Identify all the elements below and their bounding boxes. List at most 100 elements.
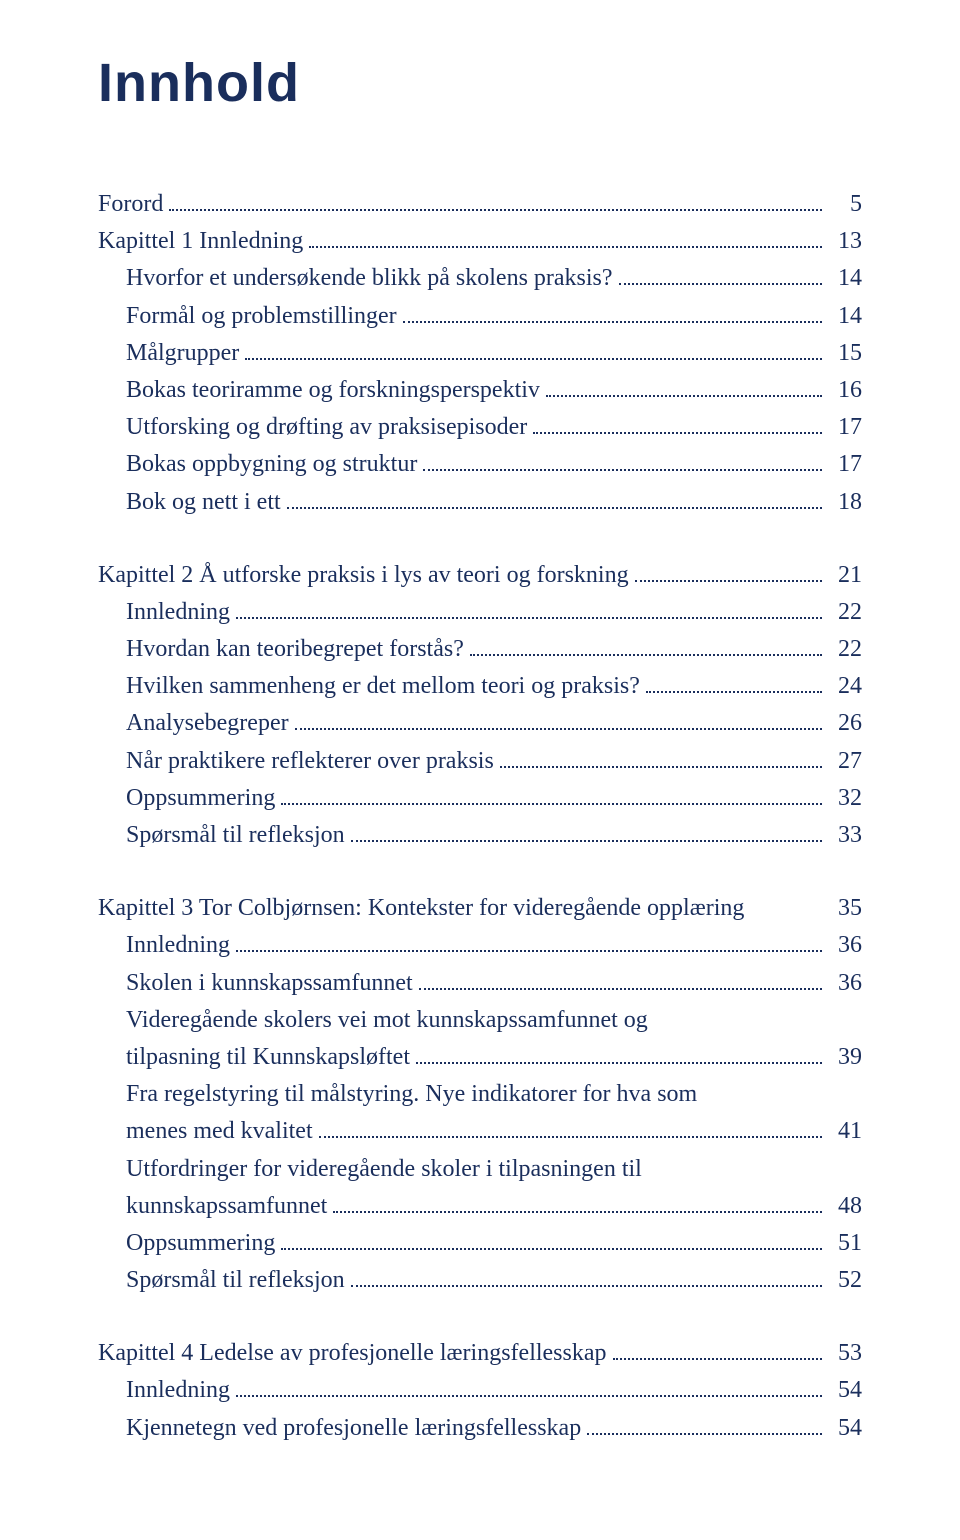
toc-label: Analysebegreper — [126, 705, 289, 742]
toc-leader — [236, 1373, 822, 1397]
toc-page-number: 22 — [828, 594, 862, 631]
toc-label: Innledning — [126, 1372, 230, 1409]
toc-entry: Målgrupper 15 — [98, 335, 862, 372]
toc-page-number: 15 — [828, 335, 862, 372]
toc-label: Utforsking og drøfting av praksisepisode… — [126, 409, 527, 446]
toc-label: Formål og problemstillinger — [126, 298, 397, 335]
toc-label: Bokas oppbygning og struktur — [126, 446, 417, 483]
toc-entry: tilpasning til Kunnskapsløftet39 — [98, 1039, 862, 1076]
toc-label: Hvordan kan teoribegrepet forstås? — [126, 631, 464, 668]
toc-leader — [646, 669, 822, 693]
toc-page-number: 17 — [828, 409, 862, 446]
toc-label: Kapittel 2 Å utforske praksis i lys av t… — [98, 557, 629, 594]
page-title: Innhold — [98, 52, 862, 114]
toc-label: Når praktikere reflekterer over praksis — [126, 743, 494, 780]
toc-entry: Forord 5 — [98, 186, 862, 223]
toc-page-number: 52 — [828, 1262, 862, 1299]
toc-leader — [245, 336, 822, 360]
toc-entry: Skolen i kunnskapssamfunnet 36 — [98, 965, 862, 1002]
toc-leader — [587, 1411, 822, 1435]
toc-entry: Kjennetegn ved profesjonelle læringsfell… — [98, 1410, 862, 1447]
toc-label: Spørsmål til refleksjon — [126, 817, 345, 854]
toc-page-number: 24 — [828, 668, 862, 705]
toc-entry: Kapittel 4 Ledelse av profesjonelle læri… — [98, 1335, 862, 1372]
toc-entry: Innledning 36 — [98, 927, 862, 964]
toc-leader — [500, 744, 822, 768]
toc-leader — [423, 447, 822, 471]
toc-page-number: 22 — [828, 631, 862, 668]
toc-page-number: 32 — [828, 780, 862, 817]
toc-label: Målgrupper — [126, 335, 239, 372]
toc-entry: Spørsmål til refleksjon 52 — [98, 1262, 862, 1299]
toc-entry: Bokas teoriramme og forskningsperspektiv… — [98, 372, 862, 409]
toc-leader — [287, 485, 822, 509]
toc-page-number: 41 — [828, 1113, 862, 1150]
toc-page-number: 17 — [828, 446, 862, 483]
toc-page-number: 13 — [828, 223, 862, 260]
toc-label: Oppsummering — [126, 780, 275, 817]
toc-label: Kapittel 4 Ledelse av profesjonelle læri… — [98, 1335, 607, 1372]
toc-label: Hvorfor et undersøkende blikk på skolens… — [126, 260, 613, 297]
toc-group: Forord 5 Kapittel 1 Innledning 13 Hvorfor et… — [98, 186, 862, 521]
toc-page-number: 16 — [828, 372, 862, 409]
toc-entry: Når praktikere reflekterer over praksis 2… — [98, 743, 862, 780]
toc-group: Kapittel 4 Ledelse av profesjonelle læri… — [98, 1335, 862, 1447]
toc-entry: Innledning 22 — [98, 594, 862, 631]
toc-leader — [281, 1226, 822, 1250]
toc-leader — [533, 410, 822, 434]
toc-entry: Hvordan kan teoribegrepet forstås? 22 — [98, 631, 862, 668]
toc-page-number: 14 — [828, 298, 862, 335]
toc-leader — [351, 818, 822, 842]
toc-leader — [236, 928, 822, 952]
toc-page-number: 18 — [828, 484, 862, 521]
toc-entry: Spørsmål til refleksjon 33 — [98, 817, 862, 854]
toc-leader — [309, 224, 822, 248]
toc-label: Bokas teoriramme og forskningsperspektiv — [126, 372, 540, 409]
toc-page-number: 54 — [828, 1410, 862, 1447]
toc-leader — [635, 558, 822, 582]
toc-page-number: 27 — [828, 743, 862, 780]
toc-entry: Bok og nett i ett 18 — [98, 484, 862, 521]
toc-leader — [750, 891, 822, 915]
toc-page-number: 5 — [828, 186, 862, 223]
toc-leader — [351, 1263, 822, 1287]
toc-page-number: 33 — [828, 817, 862, 854]
toc-label: Oppsummering — [126, 1225, 275, 1262]
toc-group: Kapittel 3 Tor Colbjørnsen: Kontekster f… — [98, 890, 862, 1299]
toc-page-number: 36 — [828, 965, 862, 1002]
toc-leader — [470, 632, 822, 656]
toc-entry: Oppsummering 51 — [98, 1225, 862, 1262]
toc-entry: kunnskapssamfunnet48 — [98, 1188, 862, 1225]
toc-label: Skolen i kunnskapssamfunnet — [126, 965, 413, 1002]
toc-leader — [169, 187, 822, 211]
toc-entry: Utfordringer for videregående skoler i t… — [98, 1151, 862, 1188]
toc-label: Innledning — [126, 594, 230, 631]
toc-page-number: 35 — [828, 890, 862, 927]
toc-label: kunnskapssamfunnet — [126, 1188, 327, 1225]
toc-label: Bok og nett i ett — [126, 484, 281, 521]
toc-leader — [416, 1040, 822, 1064]
toc-label: Forord — [98, 186, 163, 223]
toc-page-number: 21 — [828, 557, 862, 594]
toc-page-number: 26 — [828, 705, 862, 742]
toc-entry: Utforsking og drøfting av praksisepisode… — [98, 409, 862, 446]
toc-page-number: 39 — [828, 1039, 862, 1076]
toc-page-number: 36 — [828, 927, 862, 964]
toc-label: Innledning — [126, 927, 230, 964]
toc-leader — [419, 966, 822, 990]
toc-entry: Hvorfor et undersøkende blikk på skolens… — [98, 260, 862, 297]
toc-label: Kapittel 1 Innledning — [98, 223, 303, 260]
toc-page-number: 53 — [828, 1335, 862, 1372]
toc-page-number: 51 — [828, 1225, 862, 1262]
toc-entry: Hvilken sammenheng er det mellom teori o… — [98, 668, 862, 705]
toc-entry: Analysebegreper 26 — [98, 705, 862, 742]
toc-entry: Formål og problemstillinger 14 — [98, 298, 862, 335]
toc-label: Spørsmål til refleksjon — [126, 1262, 345, 1299]
toc-entry: Fra regelstyring til målstyring. Nye ind… — [98, 1076, 862, 1113]
toc-leader — [236, 595, 822, 619]
toc-leader — [403, 299, 822, 323]
toc-leader — [281, 781, 822, 805]
toc-page-number: 54 — [828, 1372, 862, 1409]
table-of-contents: Forord 5 Kapittel 1 Innledning 13 Hvorfor et… — [98, 186, 862, 1447]
toc-leader — [546, 373, 822, 397]
